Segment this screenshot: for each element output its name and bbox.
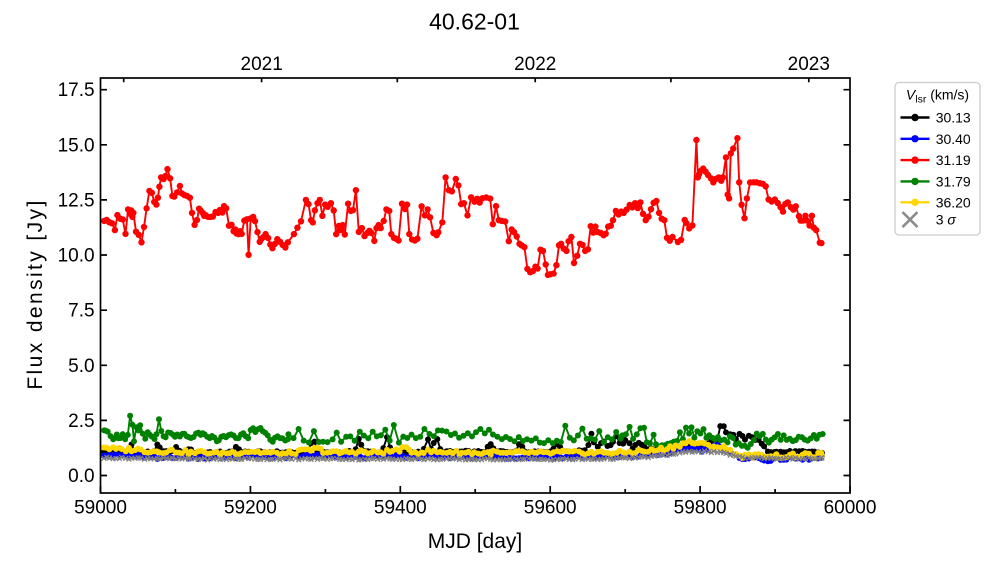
svg-text:MJD [day]: MJD [day] [428,530,523,553]
svg-text:17.5: 17.5 [58,80,95,101]
svg-text:10.0: 10.0 [58,246,95,267]
svg-text:Flux density [Jy]: Flux density [Jy] [24,198,47,389]
svg-text:2.5: 2.5 [68,411,94,432]
svg-text:7.5: 7.5 [68,301,94,322]
svg-text:0.0: 0.0 [68,466,94,487]
svg-text:36.20: 36.20 [936,194,971,210]
svg-text:30.13: 30.13 [936,110,971,126]
svg-text:2023: 2023 [788,54,830,75]
svg-text:15.0: 15.0 [58,135,95,156]
svg-text:59200: 59200 [224,498,277,519]
svg-text:12.5: 12.5 [58,190,95,211]
svg-text:Vlsr (km/s): Vlsr (km/s) [906,87,969,106]
svg-text:3 σ: 3 σ [936,212,957,228]
svg-text:59000: 59000 [74,498,127,519]
svg-text:30.40: 30.40 [936,131,971,147]
svg-text:2021: 2021 [241,54,283,75]
svg-text:59600: 59600 [524,498,577,519]
svg-text:31.79: 31.79 [936,173,971,189]
svg-text:40.62-01: 40.62-01 [429,9,520,35]
svg-text:31.19: 31.19 [936,152,971,168]
svg-text:5.0: 5.0 [68,356,94,377]
svg-text:59800: 59800 [674,498,727,519]
svg-text:60000: 60000 [824,498,877,519]
svg-text:59400: 59400 [374,498,427,519]
svg-text:2022: 2022 [514,54,556,75]
